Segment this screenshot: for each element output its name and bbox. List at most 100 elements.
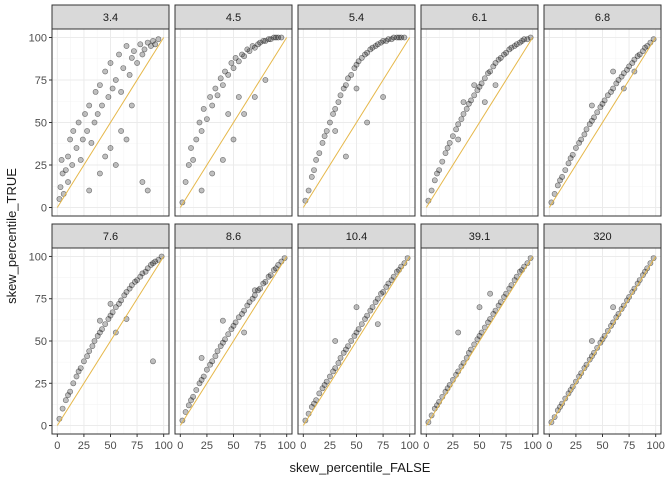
data-point xyxy=(228,60,235,66)
facet-strip xyxy=(543,4,662,30)
data-point xyxy=(308,173,315,180)
data-point xyxy=(209,170,216,177)
data-point xyxy=(214,92,221,99)
data-point xyxy=(97,317,103,324)
scatter-points xyxy=(425,34,534,204)
data-point xyxy=(59,405,66,412)
x-tick-label: 0 xyxy=(546,440,552,452)
data-point xyxy=(319,385,326,392)
data-point xyxy=(200,373,207,380)
data-point xyxy=(428,187,435,194)
data-point xyxy=(576,139,582,146)
data-point xyxy=(460,99,467,105)
data-point xyxy=(485,319,491,326)
data-point xyxy=(235,58,242,65)
data-point xyxy=(490,63,497,70)
data-point xyxy=(589,102,595,109)
data-point xyxy=(251,94,258,100)
data-point xyxy=(316,390,323,397)
data-point xyxy=(262,278,269,285)
facet-strip-label: 8.6 xyxy=(226,231,241,243)
data-point xyxy=(185,402,192,409)
data-point xyxy=(62,167,69,173)
data-point xyxy=(118,297,124,304)
data-point xyxy=(188,145,194,151)
data-point xyxy=(196,380,203,387)
data-point xyxy=(380,38,386,44)
data-point xyxy=(362,316,368,322)
data-point xyxy=(455,329,462,336)
data-point xyxy=(188,397,194,404)
x-tick-label: 75 xyxy=(377,440,389,452)
data-point xyxy=(97,82,103,88)
facet-panel: 4.5 xyxy=(174,4,293,217)
data-point xyxy=(401,34,408,41)
x-tick-label: 25 xyxy=(78,440,90,452)
data-point xyxy=(364,119,370,126)
facet-panel: 6.8 xyxy=(543,4,662,217)
data-point xyxy=(453,126,459,133)
data-point xyxy=(91,338,98,344)
data-point xyxy=(232,319,239,326)
data-point xyxy=(150,38,156,44)
data-point xyxy=(591,114,597,121)
data-point xyxy=(353,329,360,336)
data-point xyxy=(123,43,130,49)
data-point xyxy=(62,397,69,404)
scatter-points xyxy=(302,255,411,424)
data-point xyxy=(380,289,386,295)
data-point xyxy=(116,300,122,307)
data-point xyxy=(105,94,112,100)
data-point xyxy=(144,187,151,194)
data-point xyxy=(249,295,256,302)
data-point xyxy=(562,167,569,173)
data-point xyxy=(112,77,119,83)
data-point xyxy=(244,302,251,309)
data-point xyxy=(112,162,119,168)
data-point xyxy=(107,145,114,151)
data-point xyxy=(190,156,196,163)
data-point xyxy=(463,106,470,112)
identity-reference-line xyxy=(548,37,657,208)
data-point xyxy=(251,292,258,299)
data-point xyxy=(230,65,237,71)
data-point xyxy=(107,300,114,307)
data-point xyxy=(608,89,614,95)
data-point xyxy=(88,139,95,146)
data-point xyxy=(84,353,90,360)
x-tick-label: 100 xyxy=(524,440,542,452)
data-point xyxy=(86,187,93,194)
data-point xyxy=(200,106,207,112)
data-point xyxy=(487,68,493,75)
data-point xyxy=(431,177,438,184)
data-point xyxy=(225,331,232,338)
data-point xyxy=(141,46,148,53)
data-point xyxy=(91,119,98,126)
data-point xyxy=(481,99,488,105)
data-point xyxy=(337,92,344,99)
y-tick-label: 75 xyxy=(35,75,47,87)
data-point xyxy=(241,53,247,60)
data-point xyxy=(137,41,144,48)
scatter-points xyxy=(302,34,408,204)
data-point xyxy=(230,322,237,329)
data-point xyxy=(613,80,620,87)
panel-border xyxy=(297,28,416,217)
data-point xyxy=(398,34,405,41)
data-point xyxy=(557,177,563,184)
identity-reference-line xyxy=(179,256,288,426)
x-tick-label: 50 xyxy=(596,440,608,452)
data-point xyxy=(77,156,84,163)
data-point xyxy=(369,44,376,51)
data-point xyxy=(196,119,203,126)
data-point xyxy=(508,44,515,51)
identity-reference-line xyxy=(425,256,534,426)
data-point xyxy=(345,343,351,349)
data-point xyxy=(225,72,232,78)
data-point xyxy=(380,94,386,100)
data-point xyxy=(219,339,226,346)
data-point xyxy=(474,87,481,94)
data-point xyxy=(624,66,630,73)
data-point xyxy=(94,111,101,117)
